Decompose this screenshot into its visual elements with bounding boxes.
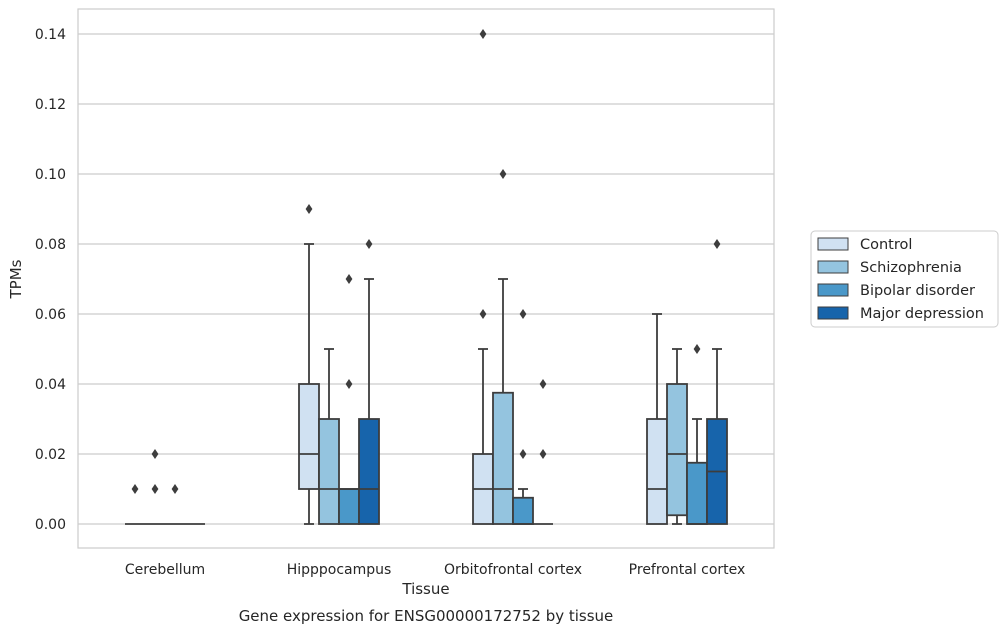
outlier-point	[519, 449, 527, 459]
box-bipolar-disorder	[165, 484, 185, 525]
y-tick-label: 0.08	[35, 237, 66, 253]
box-schizophrenia	[318, 348, 340, 525]
legend-swatch	[817, 237, 849, 251]
plot-frame	[77, 8, 775, 549]
outlier-point	[345, 274, 353, 284]
legend-swatch	[817, 283, 849, 297]
outlier-point	[151, 449, 159, 459]
legend-label: Control	[860, 237, 912, 253]
y-tick-label: 0.04	[35, 377, 66, 393]
x-tick-label: Orbitofrontal cortex	[444, 562, 582, 578]
box-schizophrenia	[666, 348, 688, 525]
outlier-point	[693, 344, 701, 354]
box-major-depression	[706, 239, 728, 525]
box-major-depression	[533, 379, 553, 525]
x-tick-label: Cerebellum	[125, 562, 205, 578]
box-bipolar-disorder	[512, 309, 534, 525]
box-major-depression	[358, 239, 380, 525]
y-tick-label: 0.14	[35, 27, 66, 43]
outlier-point	[151, 484, 159, 494]
legend: Control Schizophrenia Bipolar disorder Majo…	[810, 230, 999, 328]
outlier-point	[479, 309, 487, 319]
box-control	[646, 313, 668, 525]
box-control	[472, 29, 494, 525]
box-iqr	[358, 418, 380, 525]
outlier-point	[171, 484, 179, 494]
legend-swatch	[817, 260, 849, 274]
y-tick-label: 0.10	[35, 167, 66, 183]
legend-frame	[810, 230, 999, 328]
y-tick-label: 0.00	[35, 517, 66, 533]
box-iqr	[646, 418, 668, 525]
x-axis-ticks: Cerebellum Hipppocampus Orbitofrontal cort…	[125, 562, 745, 578]
box-iqr	[318, 418, 340, 525]
y-axis-ticks: 0.00 0.02 0.04 0.06 0.08 0.10 0.12 0.14	[35, 27, 66, 533]
y-axis-label: TPMs	[7, 259, 25, 299]
y-tick-label: 0.12	[35, 97, 66, 113]
outlier-point	[479, 29, 487, 39]
box-control	[298, 204, 320, 525]
box-bipolar-disorder	[686, 344, 708, 525]
outlier-point	[539, 379, 547, 389]
x-tick-label: Prefrontal cortex	[629, 562, 746, 578]
legend-label: Bipolar disorder	[860, 283, 975, 299]
outlier-point	[539, 449, 547, 459]
box-schizophrenia	[145, 449, 165, 525]
box-iqr	[298, 383, 320, 490]
outlier-point	[499, 169, 507, 179]
box-iqr	[492, 391, 514, 525]
outlier-point	[345, 379, 353, 389]
outlier-point	[365, 239, 373, 249]
box-iqr	[666, 383, 688, 517]
box-bipolar-disorder	[338, 274, 360, 525]
legend-label: Schizophrenia	[860, 260, 962, 276]
y-tick-label: 0.02	[35, 447, 66, 463]
box-control	[125, 484, 145, 525]
x-axis-label: Tissue	[401, 580, 449, 598]
box-schizophrenia	[492, 169, 514, 525]
box-iqr	[686, 461, 708, 525]
box-iqr	[338, 488, 360, 525]
y-tick-label: 0.06	[35, 307, 66, 323]
outlier-point	[131, 484, 139, 494]
y-gridlines	[78, 33, 774, 525]
box-iqr	[512, 496, 534, 525]
legend-label: Major depression	[860, 306, 984, 322]
outlier-point	[519, 309, 527, 319]
outlier-point	[305, 204, 313, 214]
box-plot-area	[125, 29, 728, 525]
chart-title: Gene expression for ENSG00000172752 by t…	[239, 607, 614, 625]
legend-swatch	[817, 306, 849, 320]
outlier-point	[713, 239, 721, 249]
x-tick-label: Hipppocampus	[287, 562, 392, 578]
